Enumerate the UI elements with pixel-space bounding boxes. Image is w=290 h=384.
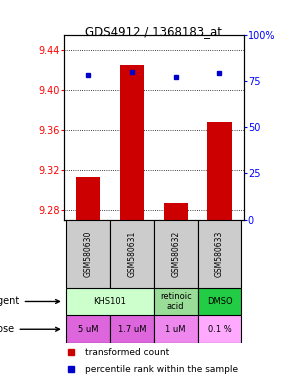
Text: 0.1 %: 0.1 %: [208, 325, 231, 334]
Bar: [66, 315, 110, 343]
Text: DMSO: DMSO: [207, 297, 232, 306]
Bar: [154, 315, 197, 343]
Text: dose: dose: [0, 324, 59, 334]
Text: GSM580633: GSM580633: [215, 230, 224, 277]
Bar: [110, 315, 154, 343]
Text: retinoic
acid: retinoic acid: [160, 292, 191, 311]
Bar: [197, 288, 241, 315]
Bar: [197, 220, 241, 288]
Text: percentile rank within the sample: percentile rank within the sample: [85, 364, 238, 374]
Text: GSM580632: GSM580632: [171, 230, 180, 277]
Text: GSM580631: GSM580631: [127, 230, 136, 277]
Text: GSM580630: GSM580630: [84, 230, 93, 277]
Bar: [66, 220, 110, 288]
Bar: [110, 220, 154, 288]
Bar: [207, 122, 231, 220]
Bar: [66, 288, 154, 315]
Text: 5 uM: 5 uM: [78, 325, 98, 334]
Bar: [154, 220, 197, 288]
Text: transformed count: transformed count: [85, 348, 170, 357]
Text: 1.7 uM: 1.7 uM: [117, 325, 146, 334]
Text: 1 uM: 1 uM: [165, 325, 186, 334]
Bar: [154, 288, 197, 315]
Bar: [120, 65, 144, 220]
Text: agent: agent: [0, 296, 59, 306]
Bar: [76, 177, 100, 220]
Bar: [164, 203, 188, 220]
Bar: [197, 315, 241, 343]
Text: KHS101: KHS101: [93, 297, 126, 306]
Text: GDS4912 / 1368183_at: GDS4912 / 1368183_at: [85, 25, 222, 38]
